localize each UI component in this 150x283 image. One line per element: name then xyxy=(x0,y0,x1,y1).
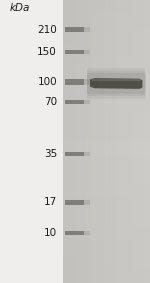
FancyBboxPatch shape xyxy=(87,71,146,96)
Bar xyxy=(63,184,150,198)
Bar xyxy=(104,0,106,283)
Bar xyxy=(63,85,150,99)
Bar xyxy=(92,0,95,283)
Bar xyxy=(63,255,150,269)
Text: 210: 210 xyxy=(37,25,57,35)
Bar xyxy=(63,0,150,14)
Bar xyxy=(98,0,101,283)
Bar xyxy=(63,113,150,127)
Bar xyxy=(106,0,109,283)
Bar xyxy=(63,14,150,28)
Bar xyxy=(147,0,150,283)
Bar xyxy=(130,0,133,283)
Bar xyxy=(69,0,72,283)
Text: kDa: kDa xyxy=(9,3,30,13)
FancyBboxPatch shape xyxy=(64,200,84,205)
Bar xyxy=(144,0,147,283)
Bar xyxy=(89,0,92,283)
Bar xyxy=(95,0,98,283)
FancyBboxPatch shape xyxy=(84,27,90,32)
Bar xyxy=(63,127,150,142)
FancyBboxPatch shape xyxy=(64,27,84,32)
FancyBboxPatch shape xyxy=(87,73,146,94)
Bar xyxy=(63,71,150,85)
Bar xyxy=(72,0,75,283)
FancyBboxPatch shape xyxy=(64,79,84,85)
Bar xyxy=(63,269,150,283)
Bar xyxy=(80,0,83,283)
Text: 35: 35 xyxy=(44,149,57,159)
Bar xyxy=(92,79,141,81)
Text: 10: 10 xyxy=(44,228,57,239)
Bar xyxy=(63,57,150,71)
FancyBboxPatch shape xyxy=(64,100,84,104)
Bar xyxy=(63,142,150,156)
Bar xyxy=(63,226,150,241)
Bar xyxy=(121,0,124,283)
Text: 150: 150 xyxy=(37,47,57,57)
FancyBboxPatch shape xyxy=(64,50,84,54)
Polygon shape xyxy=(90,78,142,89)
Bar xyxy=(63,241,150,255)
Bar xyxy=(101,0,104,283)
Bar xyxy=(115,0,118,283)
Bar xyxy=(75,0,78,283)
Text: 100: 100 xyxy=(37,77,57,87)
Bar xyxy=(133,0,135,283)
Bar xyxy=(63,42,150,57)
Bar xyxy=(63,170,150,184)
Bar xyxy=(124,0,127,283)
Bar xyxy=(83,0,86,283)
Bar xyxy=(135,0,138,283)
FancyBboxPatch shape xyxy=(84,100,90,104)
Bar xyxy=(63,156,150,170)
Bar xyxy=(63,198,150,212)
Bar xyxy=(112,0,115,283)
FancyBboxPatch shape xyxy=(64,231,84,235)
FancyBboxPatch shape xyxy=(64,152,84,156)
Bar xyxy=(138,0,141,283)
Bar xyxy=(141,0,144,283)
Bar xyxy=(118,0,121,283)
Text: 17: 17 xyxy=(44,197,57,207)
Bar xyxy=(63,212,150,226)
FancyBboxPatch shape xyxy=(84,79,90,85)
Bar xyxy=(63,0,150,283)
Bar xyxy=(63,0,66,283)
FancyBboxPatch shape xyxy=(84,200,90,205)
FancyBboxPatch shape xyxy=(87,68,146,99)
Bar xyxy=(86,0,89,283)
Bar xyxy=(63,28,150,42)
Bar xyxy=(66,0,69,283)
Bar xyxy=(63,99,150,113)
Bar xyxy=(127,0,130,283)
Bar xyxy=(109,0,112,283)
FancyBboxPatch shape xyxy=(84,152,90,156)
FancyBboxPatch shape xyxy=(84,231,90,235)
Bar xyxy=(78,0,80,283)
Text: 70: 70 xyxy=(44,97,57,107)
FancyBboxPatch shape xyxy=(84,50,90,54)
